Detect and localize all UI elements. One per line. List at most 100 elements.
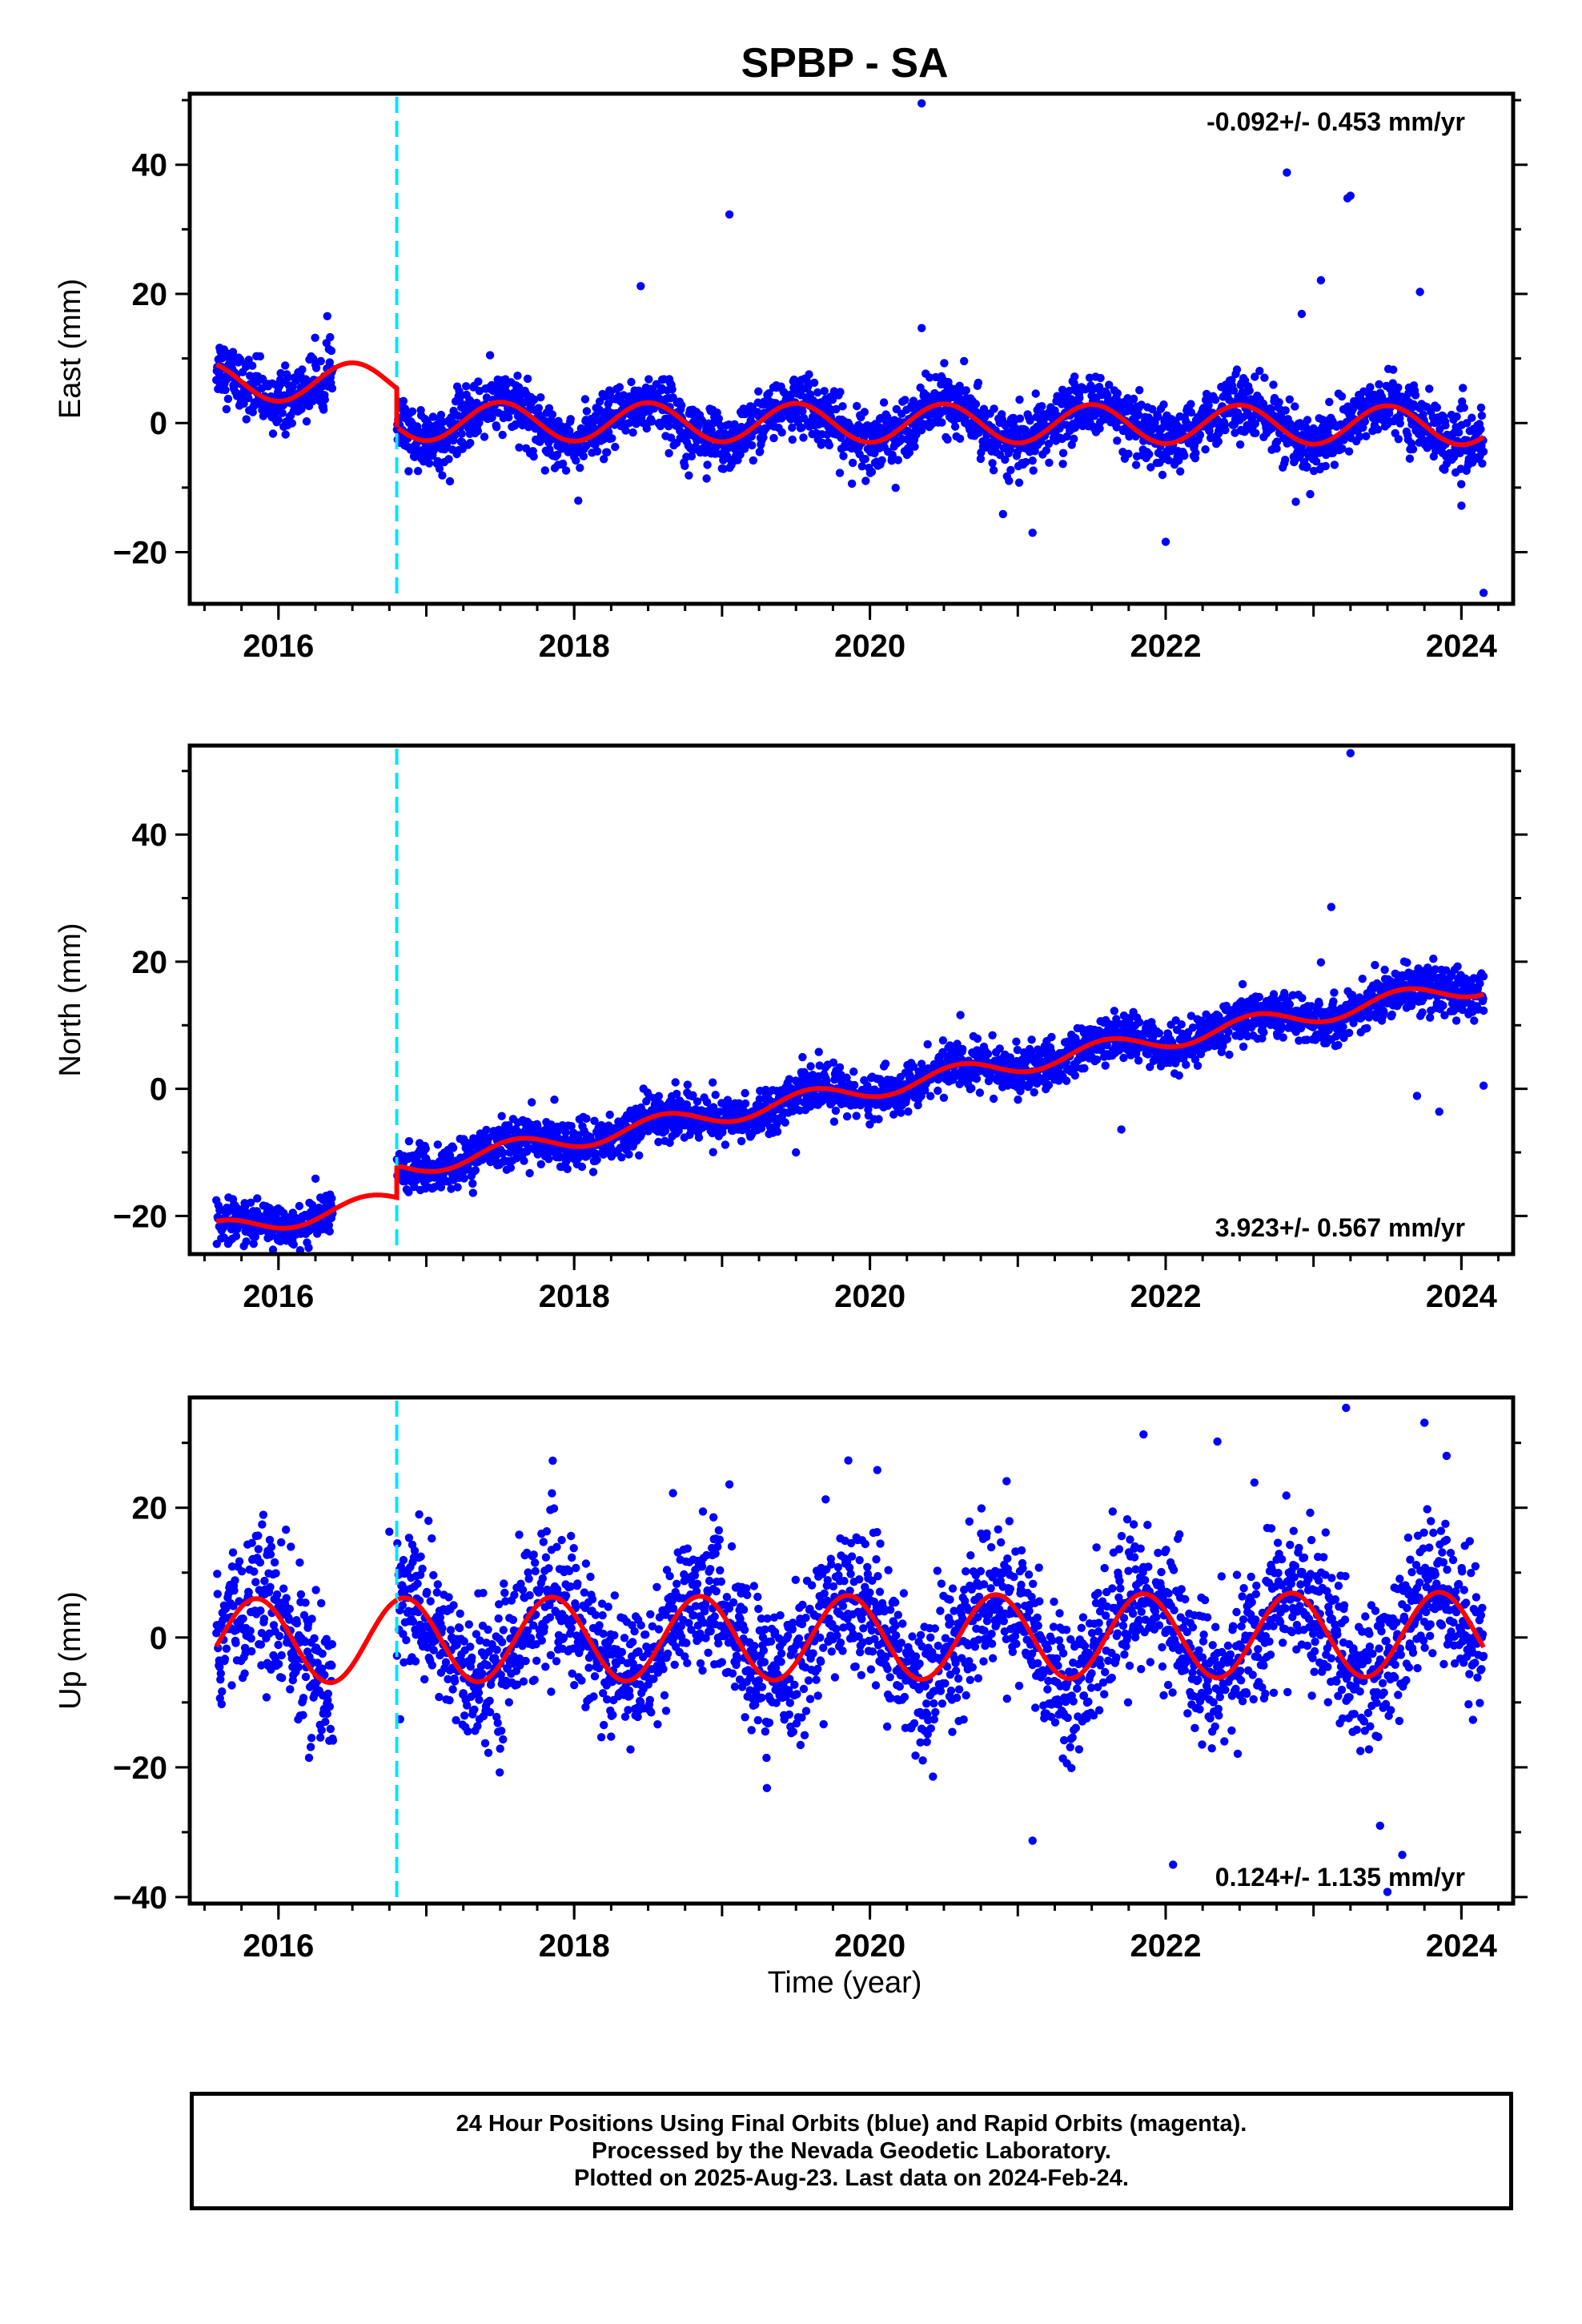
y-tick-label: 40 <box>132 148 168 183</box>
data-point <box>849 1068 858 1076</box>
data-point <box>1028 456 1037 465</box>
data-point <box>1394 383 1403 392</box>
data-point <box>1303 416 1312 424</box>
data-point <box>1232 365 1242 374</box>
data-point <box>466 438 475 448</box>
data-point <box>673 1089 681 1099</box>
data-point <box>1463 419 1472 428</box>
data-point <box>740 444 749 453</box>
y-tick-label: 20 <box>132 277 168 312</box>
data-point <box>447 1184 456 1193</box>
x-tick-label: 2016 <box>243 629 314 664</box>
data-point <box>1013 1045 1022 1055</box>
data-point <box>1134 1056 1143 1065</box>
data-point <box>814 1047 823 1056</box>
data-point <box>1096 373 1105 383</box>
data-point <box>628 428 637 437</box>
data-point <box>474 377 483 386</box>
data-point <box>829 1058 838 1068</box>
data-point <box>295 1201 304 1211</box>
data-point <box>506 1164 516 1172</box>
data-point <box>1338 444 1347 453</box>
data-point <box>939 1093 949 1103</box>
data-point <box>1259 399 1268 408</box>
data-point <box>311 333 319 342</box>
data-point <box>1095 424 1104 433</box>
data-point <box>1255 367 1264 376</box>
data-point <box>1457 480 1466 489</box>
data-point <box>736 450 745 459</box>
data-point <box>525 1168 534 1178</box>
data-point <box>1146 1063 1154 1072</box>
data-point <box>553 1127 563 1136</box>
data-point <box>1303 462 1311 471</box>
data-point <box>1179 424 1189 433</box>
data-point <box>850 1080 859 1090</box>
data-point <box>1112 423 1122 432</box>
data-point <box>1182 1060 1191 1069</box>
data-point <box>492 423 501 432</box>
data-point <box>548 410 557 419</box>
data-point <box>958 1044 967 1054</box>
data-point <box>1001 421 1010 430</box>
data-point <box>323 312 331 320</box>
data-point <box>955 434 965 443</box>
data-point <box>1177 1020 1186 1029</box>
data-point <box>436 1183 446 1192</box>
data-point <box>1027 1035 1036 1044</box>
data-point <box>1045 458 1054 467</box>
data-point <box>460 1174 468 1183</box>
data-point <box>456 393 464 402</box>
outlier-point <box>1343 194 1352 203</box>
data-point <box>1135 1018 1144 1027</box>
data-point <box>798 1052 807 1062</box>
data-point <box>544 404 554 412</box>
data-point <box>749 456 757 465</box>
data-point <box>668 385 677 394</box>
data-point <box>448 1144 458 1152</box>
data-point <box>842 1073 851 1082</box>
data-point <box>1281 456 1290 464</box>
chart-title: SPBP - SA <box>741 40 948 86</box>
data-point <box>325 358 334 367</box>
data-point <box>897 1108 905 1117</box>
data-point <box>893 456 903 464</box>
outlier-point <box>1415 287 1424 296</box>
data-point <box>1330 460 1339 469</box>
outlier-point <box>1028 529 1037 537</box>
data-point <box>905 448 914 457</box>
data-point <box>1195 430 1205 440</box>
x-tick-label: 2024 <box>1426 629 1498 664</box>
data-point <box>1012 1037 1021 1046</box>
data-point <box>577 1162 587 1172</box>
data-point <box>471 1166 480 1175</box>
data-point <box>608 434 616 443</box>
y-tick-label: 0 <box>150 406 167 441</box>
data-point <box>709 1078 717 1087</box>
data-point <box>967 1084 976 1093</box>
data-point <box>836 388 845 396</box>
data-point <box>842 1112 852 1121</box>
data-point <box>1394 435 1403 444</box>
rate-annotation: -0.092+/- 0.453 mm/yr <box>1207 107 1465 136</box>
data-point <box>1058 460 1067 468</box>
data-point <box>1306 489 1315 499</box>
data-point <box>975 1088 985 1097</box>
data-point <box>1030 447 1039 456</box>
data-point <box>938 1036 948 1045</box>
data-point <box>1229 386 1239 395</box>
data-point <box>438 471 447 480</box>
data-point <box>1239 1042 1248 1051</box>
data-point <box>624 1150 633 1159</box>
data-point <box>877 456 886 464</box>
data-point <box>289 1240 298 1249</box>
data-point <box>1044 1080 1054 1090</box>
data-point <box>544 1155 553 1164</box>
data-point <box>716 1108 725 1116</box>
data-point <box>1476 403 1486 412</box>
data-point <box>528 1098 536 1107</box>
data-point <box>1044 440 1054 448</box>
data-point <box>444 455 453 464</box>
outlier-point <box>917 324 926 332</box>
data-point <box>228 348 238 356</box>
